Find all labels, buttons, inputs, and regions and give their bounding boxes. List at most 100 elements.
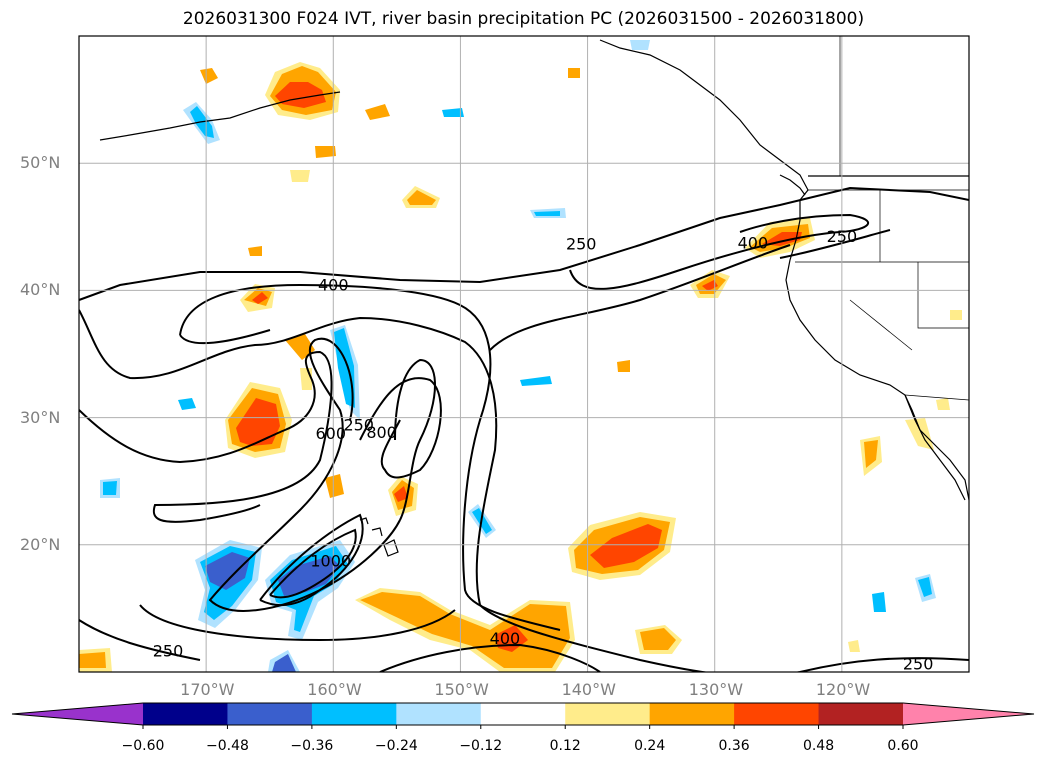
- ivt-contour-250: [79, 619, 201, 661]
- ivt-contour-250: [79, 350, 333, 523]
- precip-patch: [300, 368, 312, 390]
- precip-patch: [442, 108, 464, 117]
- ivt-contours: [79, 186, 969, 672]
- contour-label: 800: [366, 423, 397, 442]
- precip-patch: [290, 170, 310, 182]
- vancouver-island: [779, 174, 806, 196]
- precip-patch: [178, 398, 196, 410]
- precip-patch: [275, 82, 326, 108]
- aleutian-islands: [99, 91, 341, 141]
- colorbar-tick-label: 0.48: [802, 738, 835, 754]
- precip-patch: [520, 376, 552, 386]
- state-border: [917, 262, 969, 329]
- longitude-label: 170°W: [180, 680, 235, 699]
- contour-label: 400: [318, 275, 349, 294]
- ivt-contour-250: [79, 309, 969, 672]
- latitude-label: 40°N: [20, 280, 61, 300]
- contour-label: 250: [153, 642, 184, 661]
- colorbar-extend-min: [12, 703, 143, 725]
- precip-patch: [640, 628, 676, 650]
- precip-patch: [334, 328, 355, 408]
- ivt-contour-1000: [269, 528, 357, 599]
- colorbar-segment: [565, 703, 651, 725]
- longitude-label: 160°W: [307, 680, 362, 699]
- precip-patch: [200, 68, 218, 84]
- ivt-contour-400: [179, 329, 271, 345]
- precip-patch: [936, 398, 950, 410]
- precip-patch: [864, 440, 878, 468]
- precip-patch: [568, 68, 580, 78]
- precip-patch: [325, 474, 344, 498]
- longitude-label: 120°W: [815, 680, 871, 699]
- contour-label: 250: [566, 235, 597, 254]
- colorbar-segment: [227, 703, 313, 725]
- latitude-label: 30°N: [20, 407, 61, 427]
- longitude-label: 130°W: [688, 680, 744, 699]
- longitude-label: 140°W: [561, 680, 616, 699]
- precip-patch: [617, 360, 630, 372]
- colorbar-tick-label: 0.24: [634, 738, 666, 754]
- contour-label: 400: [738, 233, 769, 252]
- precip-patch: [590, 524, 662, 568]
- colorbar-tick-label: −0.24: [374, 738, 418, 754]
- precip-patch: [248, 246, 262, 256]
- precip-patch: [407, 190, 436, 205]
- gridlines: [79, 36, 969, 672]
- coastlines: [99, 36, 969, 557]
- ivt-contour-250: [569, 213, 870, 290]
- alaska-coastline: [599, 39, 809, 201]
- latitude-label: 50°N: [20, 153, 61, 173]
- colorbar-segment: [649, 703, 735, 725]
- colorbar-tick-label: −0.12: [459, 738, 503, 754]
- colorbar-tick-label: 0.60: [887, 738, 919, 754]
- precip-patch: [236, 398, 280, 446]
- precip-patch: [534, 211, 560, 216]
- contour-label: 250: [343, 415, 374, 434]
- colorbar-extend-max: [903, 703, 1034, 725]
- ivt-contour-400: [139, 604, 456, 642]
- colorbar-segment: [143, 703, 228, 725]
- precip-patch: [848, 640, 860, 652]
- colorbar-segment: [311, 703, 397, 725]
- precip-patch: [702, 280, 718, 291]
- colorbar-segment: [734, 703, 820, 725]
- precip-patch: [79, 652, 106, 668]
- colorbar-tick-label: 0.36: [718, 738, 750, 754]
- precip-patch: [630, 40, 650, 50]
- precip-patch: [315, 146, 336, 158]
- precip-patch: [252, 292, 268, 304]
- state-border: [904, 394, 969, 401]
- precip-patch: [365, 104, 390, 120]
- precip-patch: [918, 577, 932, 597]
- ivt-contour-800: [359, 377, 442, 479]
- latitude-label: 20°N: [20, 534, 61, 554]
- precip-patch: [872, 592, 886, 612]
- precip-patch: [285, 334, 315, 360]
- precip-patch: [905, 418, 934, 450]
- colorbar-tick-label: −0.48: [205, 738, 249, 754]
- north-america-coast: [785, 200, 969, 501]
- contour-label: 250: [827, 227, 858, 246]
- baja-california: [904, 394, 966, 501]
- colorbar-tick-label: −0.36: [290, 738, 334, 754]
- colorbar-segment: [480, 703, 566, 725]
- ivt-contour-800: [259, 513, 364, 607]
- colorbar-tick-label: −0.60: [121, 738, 165, 754]
- map-frame: [78, 35, 970, 673]
- hawaii-islands: [359, 517, 399, 557]
- contour-labels: 250 250 250 250 250 400 400 400 600 800 1000: [153, 227, 934, 673]
- contour-label: 600: [315, 424, 346, 443]
- contour-label: 250: [903, 654, 934, 673]
- precip-patch: [360, 592, 570, 668]
- precip-shading: [79, 40, 962, 672]
- longitude-label: 150°W: [434, 680, 489, 699]
- contour-label: 1000: [310, 551, 351, 570]
- precip-patch: [394, 486, 408, 502]
- state-border: [849, 299, 913, 351]
- colorbar-segment: [396, 703, 482, 725]
- ivt-contour-400: [489, 244, 791, 351]
- map-title: 2026031300 F024 IVT, river basin precipi…: [182, 9, 865, 29]
- precip-patch: [950, 310, 962, 320]
- precip-patch: [103, 481, 117, 495]
